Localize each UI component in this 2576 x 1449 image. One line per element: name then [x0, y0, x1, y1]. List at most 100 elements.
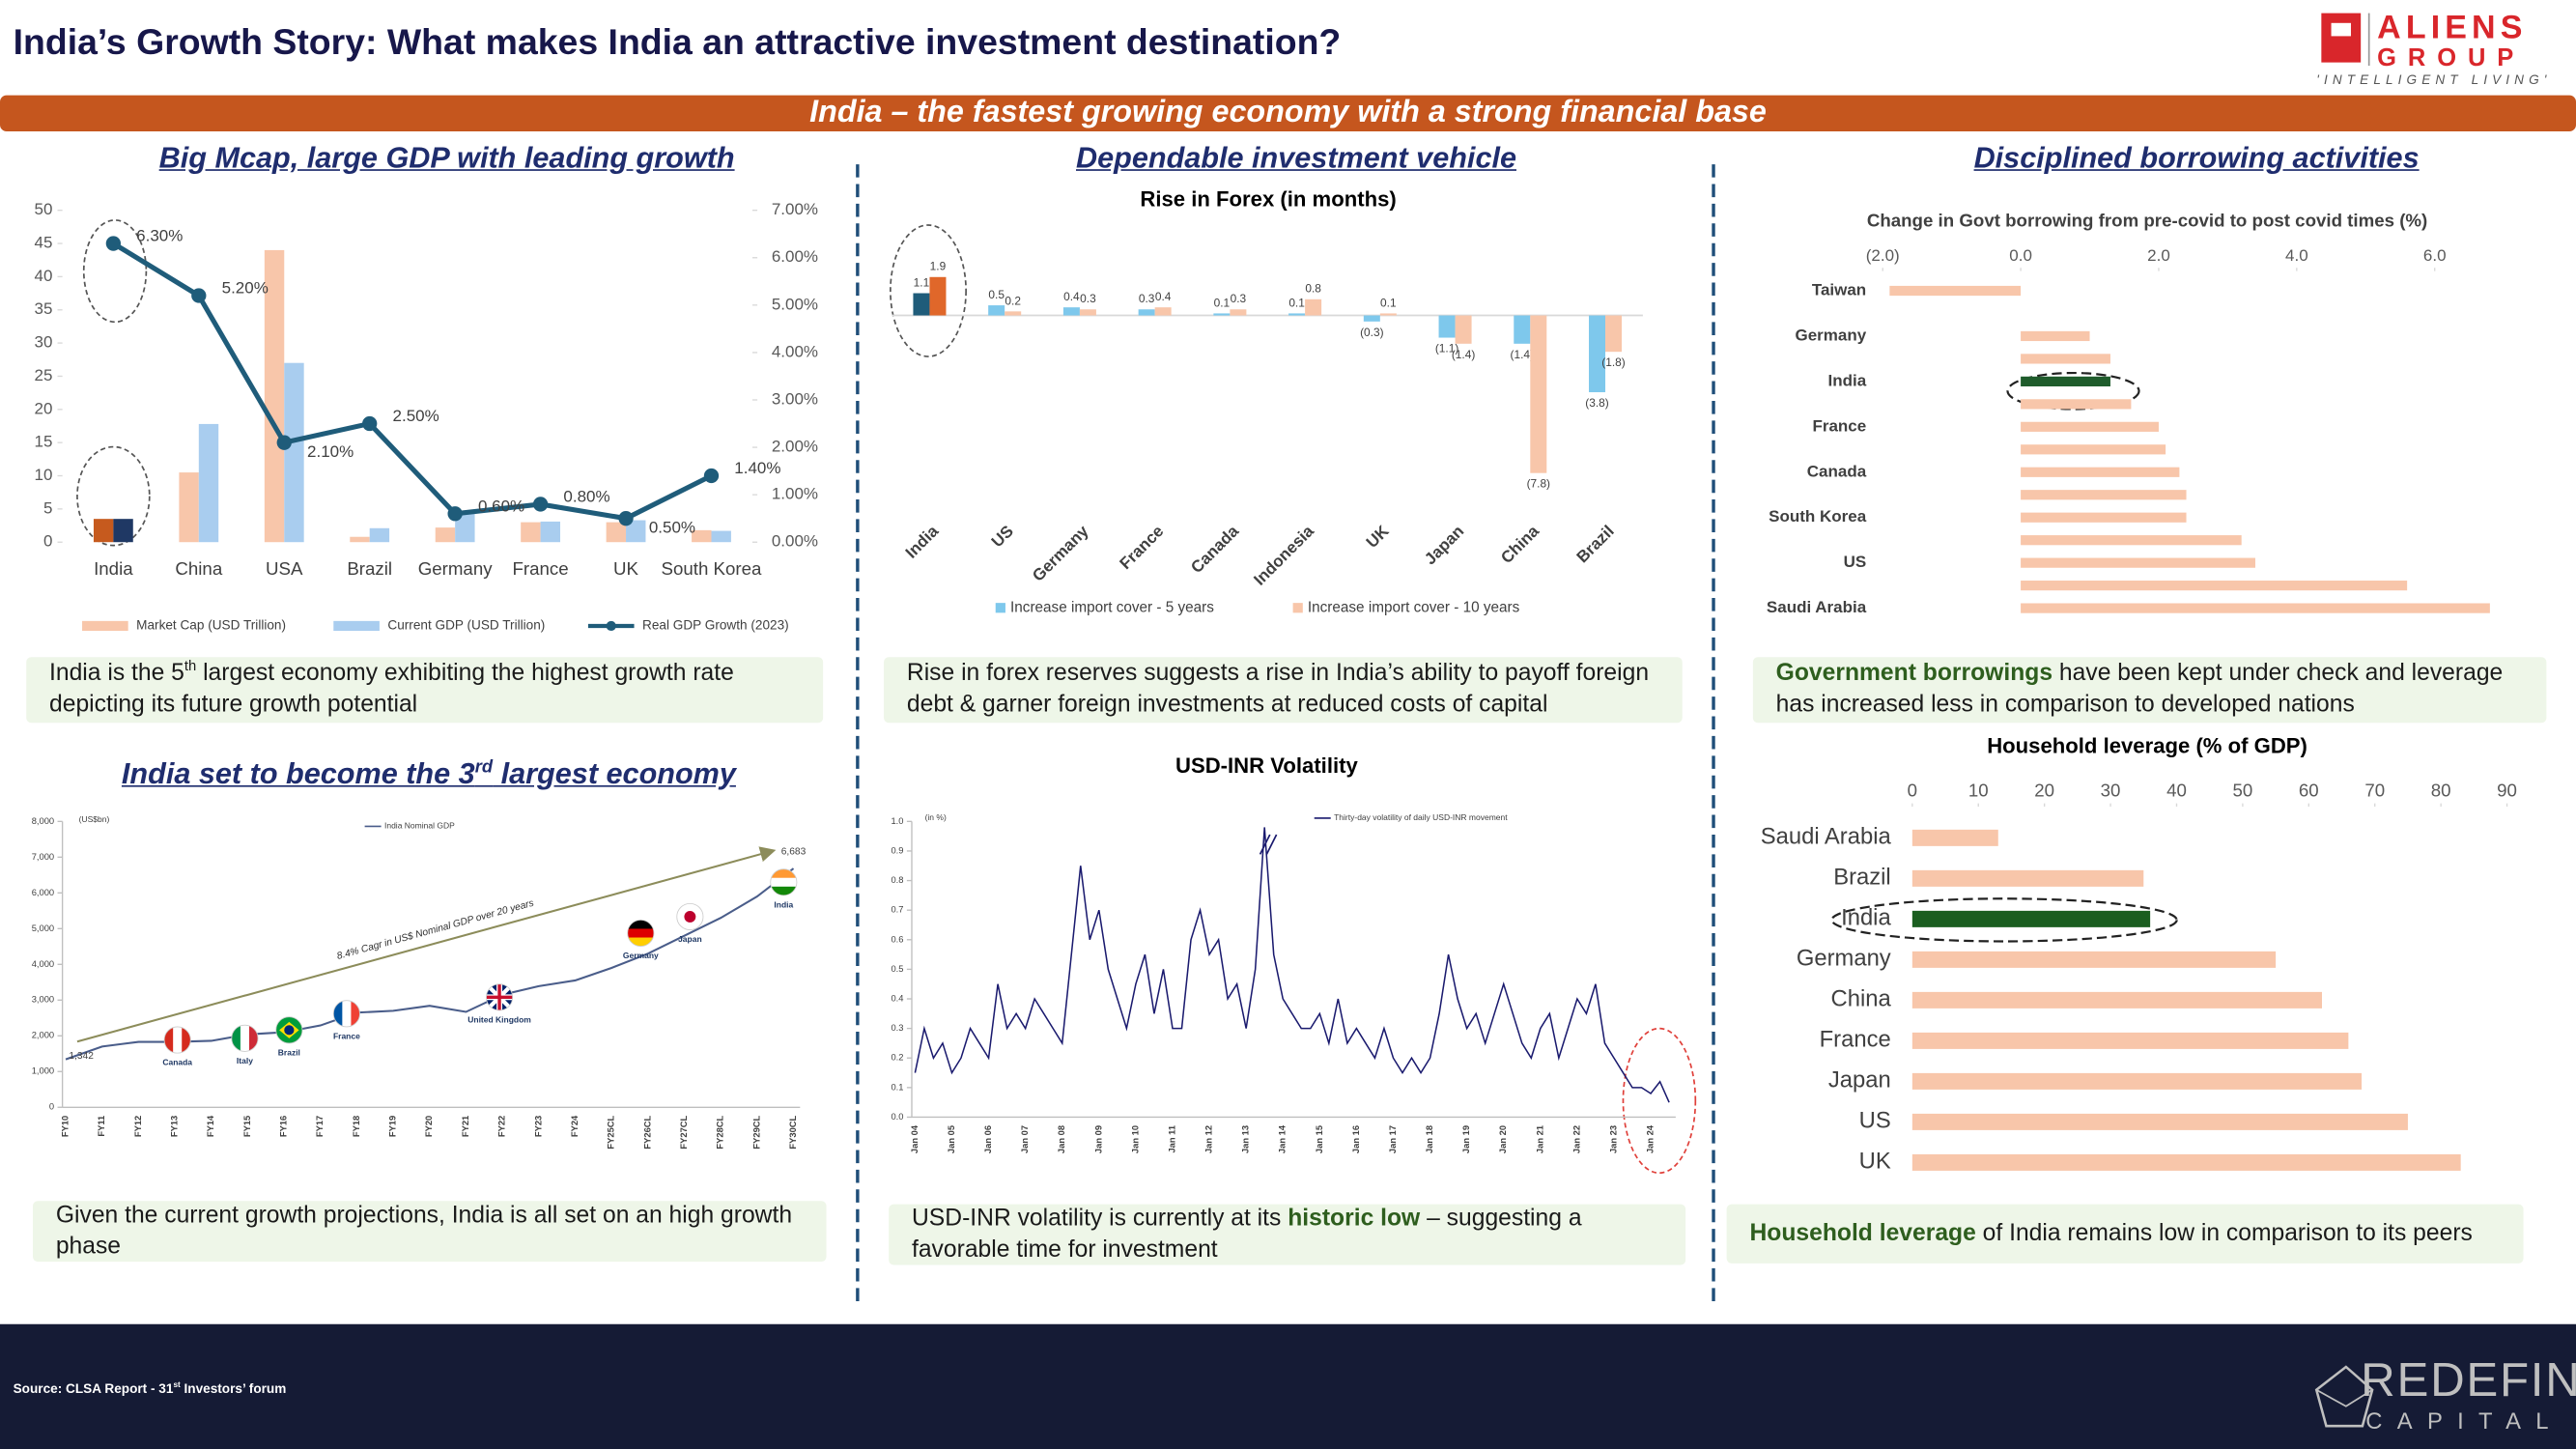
- x-tick-label: 90: [2497, 781, 2517, 801]
- x-tick-label: 60: [2299, 781, 2319, 801]
- flag: [164, 1026, 191, 1054]
- flag-stripe: [173, 1026, 183, 1054]
- x-tick-label: FY30CL: [788, 1115, 798, 1149]
- line-point: [191, 288, 207, 303]
- data-label: (1.4): [1452, 348, 1475, 361]
- text-run: Investors’ forum: [180, 1381, 287, 1397]
- y2-tick-label: 3.00%: [772, 389, 818, 408]
- x-tick-label: South Korea: [662, 558, 763, 579]
- x-tick-label: 70: [2364, 781, 2385, 801]
- flag-stripe: [351, 1000, 360, 1027]
- flag-stripe: [627, 937, 654, 947]
- bar: [93, 519, 114, 543]
- country-label: France: [333, 1031, 360, 1040]
- category-label: US: [1859, 1108, 1891, 1134]
- bar: [2021, 467, 2180, 477]
- x-tick-label: Germany: [1029, 522, 1092, 585]
- note-text: India is the 5th largest economy exhibit…: [49, 659, 800, 722]
- flag-globe: [284, 1025, 295, 1036]
- bar: [284, 362, 304, 543]
- x-tick-label: 0: [1908, 781, 1917, 801]
- x-tick-label: Jan 13: [1241, 1125, 1251, 1153]
- brand-icon-lines: [2315, 1389, 2373, 1407]
- bar: [264, 249, 285, 543]
- y-tick-label: 25: [35, 366, 53, 384]
- y-tick-label: 0: [49, 1102, 54, 1112]
- y-tick-label: 15: [35, 433, 53, 451]
- flag: [333, 1000, 360, 1027]
- logo-group: GROUP: [2377, 44, 2525, 71]
- x-tick-label: Jan 11: [1167, 1125, 1176, 1153]
- data-label: 0.4: [1155, 290, 1172, 303]
- bar: [1363, 315, 1380, 322]
- text-run: USD-INR volatility is currently at its: [911, 1205, 1288, 1232]
- bar: [1911, 951, 2277, 968]
- x-tick-label: 50: [2233, 781, 2253, 801]
- x-tick-label: China: [1497, 522, 1543, 567]
- bar: [1230, 309, 1247, 316]
- flag: [770, 868, 797, 895]
- data-label: 0.1: [1380, 296, 1397, 309]
- x-tick-label: Indonesia: [1250, 522, 1317, 589]
- note-box: USD-INR volatility is currently at its h…: [889, 1204, 1686, 1266]
- line-point: [532, 497, 549, 512]
- country-label: Brazil: [278, 1047, 300, 1057]
- flag-cross: [486, 983, 513, 1010]
- bar: [988, 305, 1005, 316]
- x-tick-label: Jan 21: [1535, 1125, 1544, 1153]
- legend-label: India Nominal GDP: [384, 821, 455, 831]
- text-run: Disciplined borrowing activities: [1973, 141, 2420, 175]
- note-text: USD-INR volatility is currently at its h…: [912, 1204, 1662, 1266]
- x-tick-label: FY17: [315, 1116, 325, 1137]
- category-label: India: [1828, 371, 1867, 389]
- x-tick-label: Jan 17: [1388, 1125, 1398, 1153]
- flag-border: [332, 1000, 360, 1028]
- x-tick-label: Jan 23: [1608, 1125, 1618, 1153]
- y-tick-label: 0.3: [891, 1023, 903, 1033]
- y-tick-label: 0.6: [891, 934, 903, 944]
- category-label: China: [1831, 986, 1892, 1012]
- bar: [2021, 421, 2159, 432]
- bar: [1438, 315, 1456, 338]
- note-text: Given the current growth projections, In…: [56, 1200, 804, 1263]
- y-tick-label: 5,000: [32, 923, 54, 933]
- x-tick-label: USA: [266, 558, 303, 579]
- bar: [1911, 910, 2151, 927]
- y-tick-label: 1.0: [891, 816, 903, 826]
- category-label: South Korea: [1769, 507, 1867, 526]
- x-tick-label: FY27CL: [679, 1115, 689, 1149]
- flag-stripe: [770, 886, 797, 895]
- x-tick-label: Jan 12: [1204, 1125, 1214, 1153]
- bar: [1455, 315, 1472, 344]
- page-title: India’s Growth Story: What makes India a…: [14, 21, 1342, 62]
- bar: [2021, 354, 2110, 364]
- text-run: largest economy exhibiting the highest g…: [49, 660, 734, 719]
- bar: [1305, 298, 1322, 316]
- x-tick-label: (2.0): [1866, 246, 1900, 265]
- bar: [435, 527, 456, 543]
- logo-icon: [2321, 13, 2362, 63]
- note-box: Government borrowings have been kept und…: [1752, 657, 2547, 724]
- bar: [711, 530, 731, 543]
- x-tick-label: FY13: [170, 1116, 180, 1137]
- bar: [1911, 991, 2322, 1009]
- bar: [198, 423, 219, 543]
- bar: [1911, 1032, 2349, 1049]
- bar: [1514, 315, 1531, 344]
- category-label: Germany: [1797, 946, 1891, 972]
- bar: [2021, 581, 2408, 591]
- note-text: Rise in forex reserves suggests a rise i…: [907, 659, 1659, 722]
- bar: [626, 520, 646, 543]
- line-point: [703, 468, 720, 484]
- y2-tick-label: 4.00%: [772, 342, 818, 360]
- x-tick-label: Jan 10: [1130, 1125, 1140, 1153]
- legend-label: Thirty-day volatility of daily USD-INR m…: [1334, 812, 1508, 822]
- category-label: Canada: [1807, 462, 1867, 480]
- line-point: [105, 236, 122, 251]
- x-tick-label: UK: [613, 558, 638, 579]
- x-tick-label: UK: [1363, 522, 1393, 552]
- y-tick-label: 6,000: [32, 888, 54, 897]
- flag-border: [770, 868, 798, 896]
- data-label: 0.60%: [478, 497, 524, 515]
